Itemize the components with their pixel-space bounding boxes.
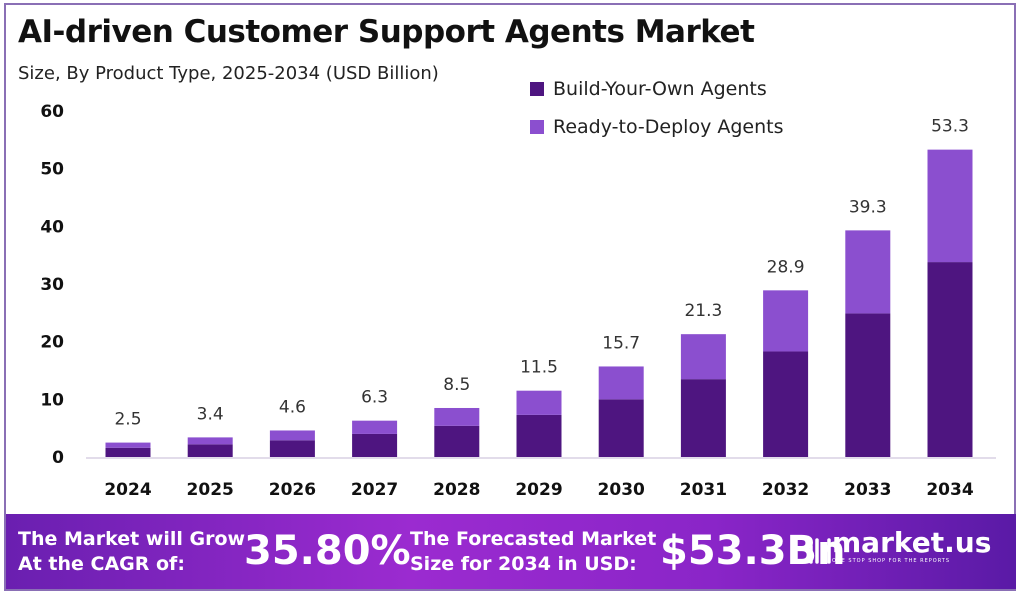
chart-title: AI-driven Customer Support Agents Market <box>18 14 755 50</box>
legend-label: Build-Your-Own Agents <box>553 78 767 100</box>
legend: Build-Your-Own Agents Ready-to-Deploy Ag… <box>530 70 784 146</box>
cagr-label: The Market will Grow At the CAGR of: <box>18 527 245 577</box>
bar-segment-ready-to-deploy <box>105 442 151 448</box>
y-tick-label: 0 <box>52 448 64 468</box>
x-tick-label: 2026 <box>269 480 316 500</box>
x-tick-label: 2031 <box>680 480 727 500</box>
data-label: 28.9 <box>767 257 805 277</box>
data-label: 8.5 <box>443 375 470 395</box>
data-label: 11.5 <box>520 358 558 378</box>
x-tick-label: 2024 <box>104 480 151 500</box>
x-tick-label: 2033 <box>844 480 891 500</box>
y-tick-label: 60 <box>40 102 64 122</box>
legend-item-build-your-own: Build-Your-Own Agents <box>530 70 784 108</box>
x-tick-label: 2028 <box>433 480 480 500</box>
data-label: 2.5 <box>114 410 141 430</box>
bar-segment-ready-to-deploy <box>434 407 480 426</box>
bar-segment-ready-to-deploy <box>187 437 233 445</box>
data-label: 3.4 <box>197 404 224 424</box>
data-label: 6.3 <box>361 388 388 408</box>
bar-segment-ready-to-deploy <box>269 430 315 441</box>
bar-segment-build-your-own <box>434 425 480 457</box>
bar-segment-build-your-own <box>763 351 809 457</box>
data-label: 39.3 <box>849 197 887 217</box>
x-tick-label: 2032 <box>762 480 809 500</box>
x-tick-label: 2029 <box>515 480 562 500</box>
bar-chart: 01020304050602.520243.420254.620266.3202… <box>40 102 996 500</box>
forecast-value: $53.3Bn <box>660 528 846 574</box>
bar-segment-build-your-own <box>187 444 233 457</box>
legend-label: Ready-to-Deploy Agents <box>553 116 784 138</box>
legend-item-ready-to-deploy: Ready-to-Deploy Agents <box>530 108 784 146</box>
y-tick-label: 40 <box>40 217 64 237</box>
data-label: 53.3 <box>931 117 969 137</box>
bar-segment-build-your-own <box>845 313 891 457</box>
bar-segment-build-your-own <box>680 379 726 457</box>
chart-frame <box>4 3 1016 591</box>
x-tick-label: 2025 <box>187 480 234 500</box>
bar-segment-ready-to-deploy <box>927 149 973 263</box>
y-tick-label: 20 <box>40 333 64 353</box>
cagr-value: 35.80% <box>244 528 411 574</box>
data-label: 4.6 <box>279 397 306 417</box>
bar-segment-build-your-own <box>598 399 644 457</box>
market-us-logo-icon <box>809 538 831 564</box>
bar-segment-ready-to-deploy <box>845 230 891 314</box>
cagr-label-line2: At the CAGR of: <box>18 553 185 575</box>
bar-segment-build-your-own <box>352 433 398 457</box>
x-tick-label: 2034 <box>926 480 973 500</box>
bar-segment-build-your-own <box>269 440 315 457</box>
x-tick-label: 2030 <box>598 480 645 500</box>
y-tick-label: 30 <box>40 275 64 295</box>
footer-banner: The Market will Grow At the CAGR of: 35.… <box>6 514 1016 589</box>
brand-tagline: ONE STOP SHOP FOR THE REPORTS <box>832 558 951 564</box>
forecast-label: The Forecasted Market Size for 2034 in U… <box>410 527 656 577</box>
bar-segment-ready-to-deploy <box>680 334 726 380</box>
data-label: 15.7 <box>602 333 640 353</box>
bar-segment-build-your-own <box>927 262 973 457</box>
chart-subtitle: Size, By Product Type, 2025-2034 (USD Bi… <box>18 63 439 84</box>
forecast-label-line2: Size for 2034 in USD: <box>410 553 637 575</box>
forecast-label-line1: The Forecasted Market <box>410 528 657 550</box>
y-tick-label: 10 <box>40 390 64 410</box>
cagr-label-line1: The Market will Grow <box>18 528 246 550</box>
legend-swatch-ready-to-deploy <box>530 120 544 134</box>
data-label: 21.3 <box>684 301 722 321</box>
legend-swatch-build-your-own <box>530 82 544 96</box>
bar-segment-ready-to-deploy <box>598 366 644 400</box>
y-tick-label: 50 <box>40 160 64 180</box>
brand-name: market.us <box>832 526 992 559</box>
bar-segment-ready-to-deploy <box>516 390 562 415</box>
bar-segment-build-your-own <box>516 414 562 457</box>
brand-logo: market.us ONE STOP SHOP FOR THE REPORTS <box>832 526 992 565</box>
bar-segment-build-your-own <box>105 447 151 457</box>
bar-segment-ready-to-deploy <box>352 420 398 434</box>
x-tick-label: 2027 <box>351 480 398 500</box>
bar-segment-ready-to-deploy <box>763 290 809 352</box>
